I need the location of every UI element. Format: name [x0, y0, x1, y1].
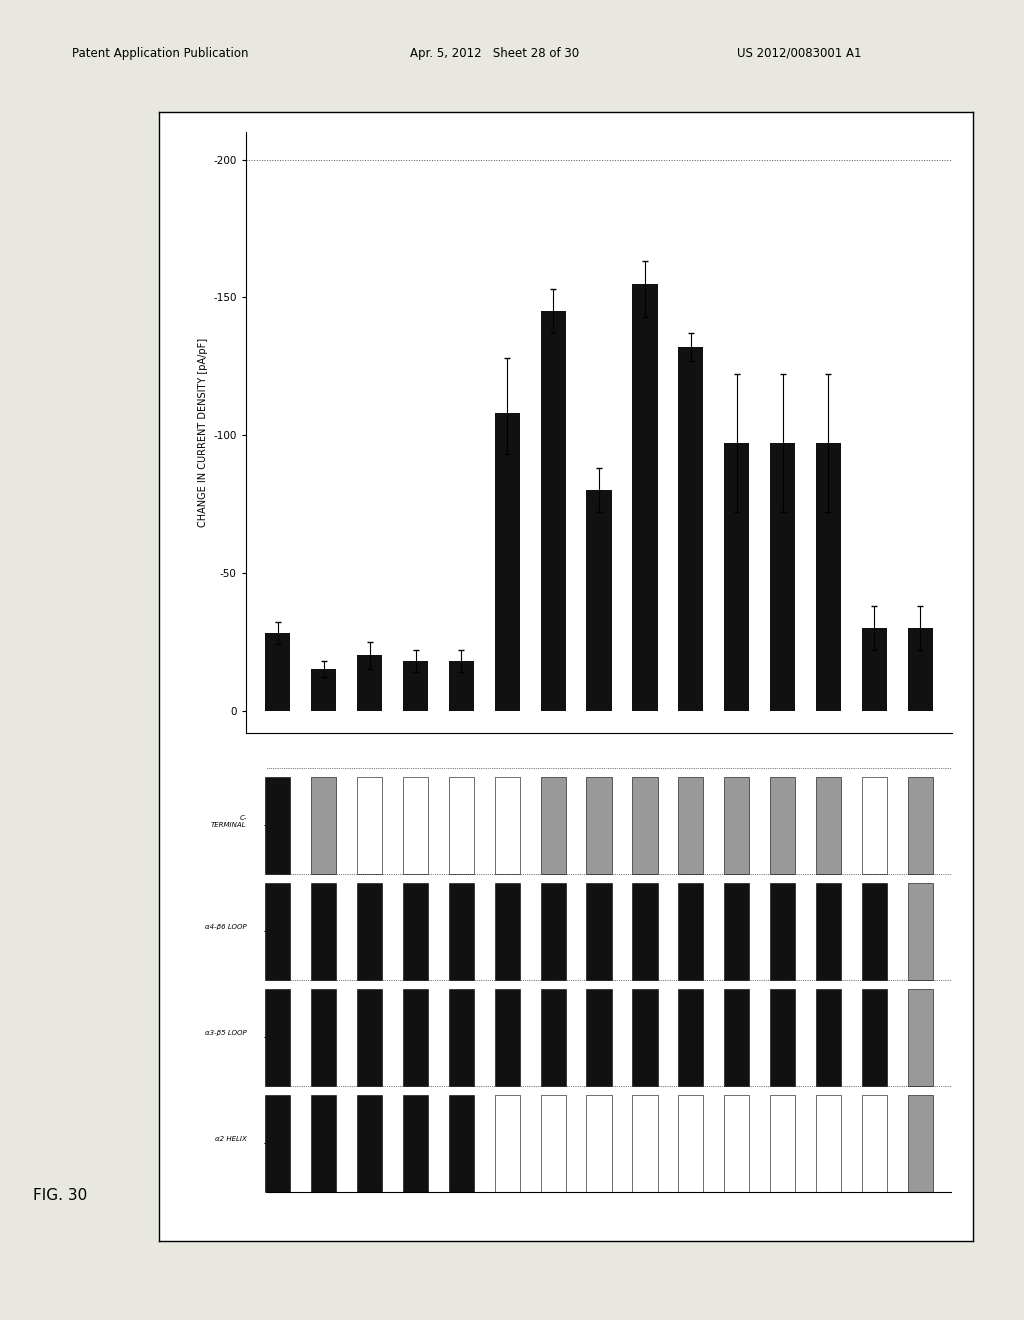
Bar	[907, 776, 933, 874]
Text: FIG. 30: FIG. 30	[33, 1188, 87, 1204]
Bar	[449, 1094, 474, 1192]
Bar	[907, 628, 933, 710]
Bar	[402, 989, 428, 1086]
Bar	[770, 883, 796, 979]
Bar	[907, 883, 933, 979]
Bar	[862, 883, 887, 979]
Bar	[357, 1094, 382, 1192]
Bar	[402, 776, 428, 874]
Bar	[816, 444, 841, 710]
Bar	[357, 656, 382, 710]
Bar	[678, 1094, 703, 1192]
Bar	[632, 883, 657, 979]
Bar	[541, 776, 566, 874]
Bar	[449, 989, 474, 1086]
Text: α2 HELIX: α2 HELIX	[215, 1137, 247, 1142]
Bar	[541, 1094, 566, 1192]
Bar	[495, 776, 520, 874]
Bar	[311, 883, 336, 979]
Bar	[862, 628, 887, 710]
Bar	[587, 883, 611, 979]
Bar	[862, 776, 887, 874]
Bar	[311, 776, 336, 874]
Bar	[311, 989, 336, 1086]
Bar	[816, 1094, 841, 1192]
Bar	[265, 634, 291, 710]
Bar	[265, 989, 291, 1086]
Bar	[816, 883, 841, 979]
Bar	[862, 989, 887, 1086]
Bar	[265, 1094, 291, 1192]
Bar	[449, 883, 474, 979]
Text: α4-β6 LOOP: α4-β6 LOOP	[205, 924, 247, 931]
Bar	[357, 776, 382, 874]
Bar	[311, 1094, 336, 1192]
Bar	[724, 989, 750, 1086]
Bar	[587, 490, 611, 710]
Y-axis label: CHANGE IN CURRENT DENSITY [pA/pF]: CHANGE IN CURRENT DENSITY [pA/pF]	[198, 338, 208, 527]
Text: Patent Application Publication: Patent Application Publication	[72, 46, 248, 59]
Bar	[587, 776, 611, 874]
Bar	[265, 776, 291, 874]
Text: α3-β5 LOOP: α3-β5 LOOP	[205, 1030, 247, 1036]
Bar	[402, 661, 428, 710]
Bar	[678, 883, 703, 979]
Bar	[587, 989, 611, 1086]
Bar	[402, 883, 428, 979]
Bar	[724, 776, 750, 874]
Bar	[357, 989, 382, 1086]
Bar	[541, 989, 566, 1086]
Bar	[495, 413, 520, 710]
Bar	[770, 989, 796, 1086]
Bar	[541, 883, 566, 979]
Bar	[311, 669, 336, 710]
Bar	[770, 776, 796, 874]
Bar	[495, 1094, 520, 1192]
Bar	[632, 989, 657, 1086]
Bar	[632, 1094, 657, 1192]
Bar	[862, 1094, 887, 1192]
Bar	[724, 883, 750, 979]
Bar	[265, 883, 291, 979]
Bar	[724, 1094, 750, 1192]
Bar	[541, 312, 566, 710]
Bar	[907, 989, 933, 1086]
Bar	[449, 776, 474, 874]
Bar	[495, 989, 520, 1086]
Text: US 2012/0083001 A1: US 2012/0083001 A1	[737, 46, 862, 59]
Bar	[816, 989, 841, 1086]
Bar	[678, 989, 703, 1086]
Bar	[770, 444, 796, 710]
Bar	[907, 1094, 933, 1192]
Text: Apr. 5, 2012   Sheet 28 of 30: Apr. 5, 2012 Sheet 28 of 30	[410, 46, 579, 59]
Bar	[587, 1094, 611, 1192]
Bar	[678, 776, 703, 874]
Bar	[402, 1094, 428, 1192]
Bar	[632, 776, 657, 874]
Text: C-
TERMINAL: C- TERMINAL	[211, 814, 247, 828]
Bar	[632, 284, 657, 710]
Bar	[495, 883, 520, 979]
Bar	[724, 444, 750, 710]
Bar	[357, 883, 382, 979]
Bar	[770, 1094, 796, 1192]
Bar	[678, 347, 703, 710]
Bar	[816, 776, 841, 874]
Bar	[449, 661, 474, 710]
